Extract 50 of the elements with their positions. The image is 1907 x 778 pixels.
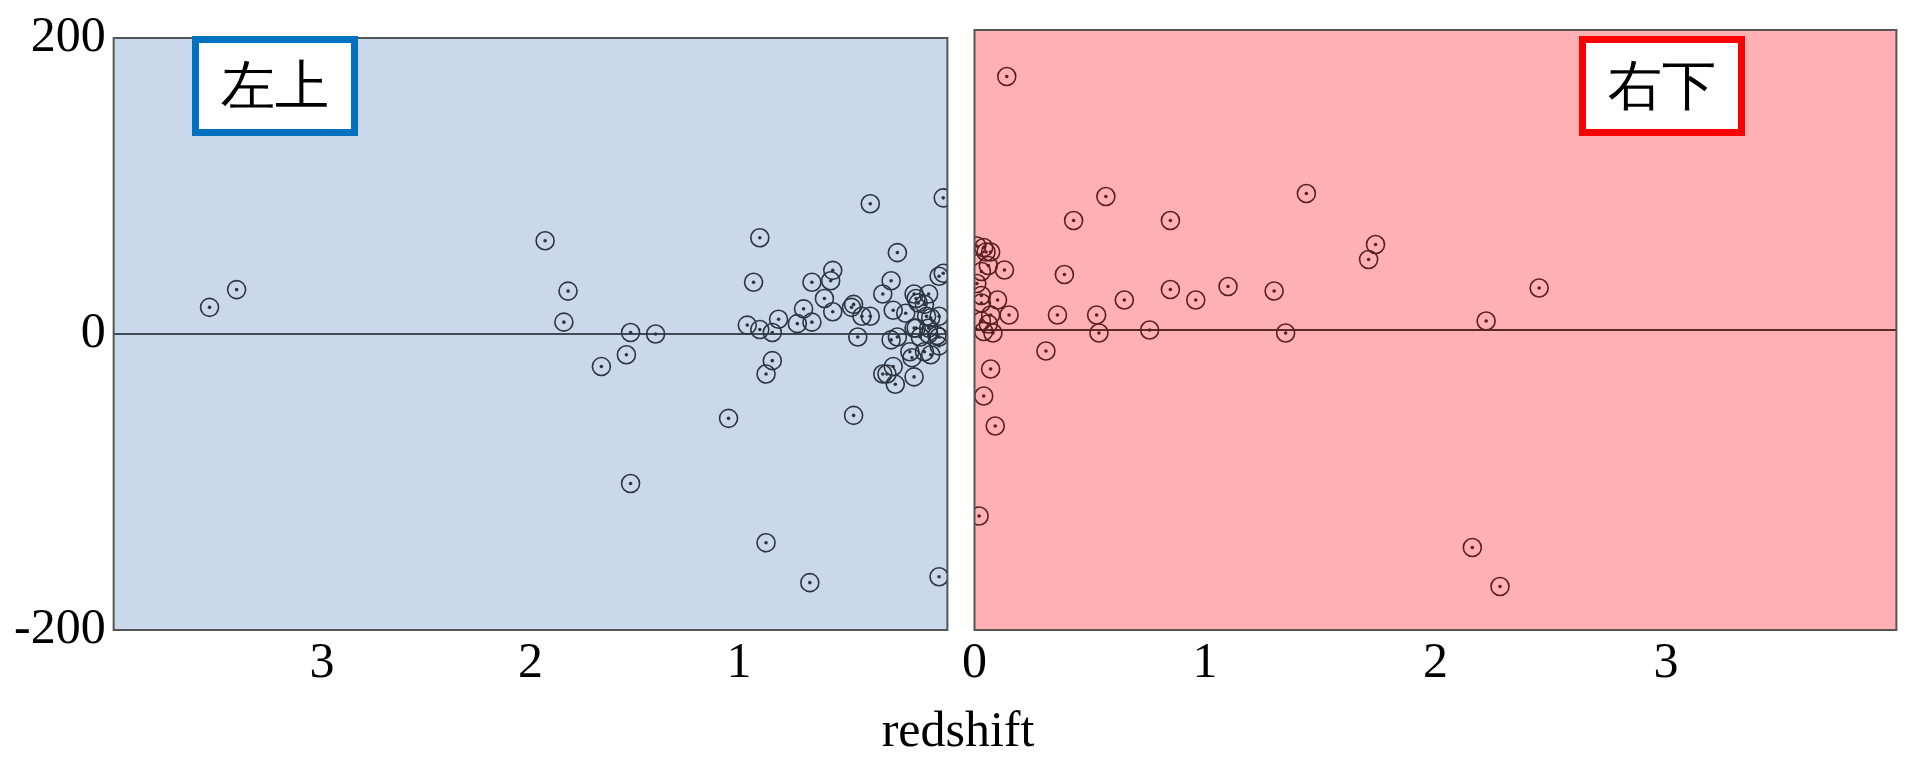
x-tick-label: 2	[1422, 632, 1448, 689]
point	[994, 260, 1015, 280]
point	[1139, 320, 1160, 340]
point	[1365, 234, 1386, 255]
point	[1264, 281, 1284, 301]
point	[974, 237, 994, 258]
point	[1047, 305, 1068, 325]
annotation: 左上	[192, 36, 358, 137]
point	[980, 359, 1001, 379]
point	[999, 305, 1019, 325]
annotation: 右下	[1579, 36, 1745, 137]
point	[1218, 276, 1238, 297]
point	[983, 323, 1003, 343]
y-tick-label: -200	[13, 598, 106, 655]
point	[1185, 290, 1206, 310]
point	[1114, 290, 1135, 310]
point	[1529, 278, 1549, 298]
point	[1036, 341, 1056, 361]
point	[985, 416, 1006, 436]
x-tick-label: 3	[1653, 632, 1679, 689]
point	[1160, 210, 1181, 231]
point	[1054, 264, 1075, 285]
x-axis-title: redshift	[881, 700, 1035, 758]
y-tick-label: 200	[30, 6, 106, 63]
point	[1296, 183, 1317, 204]
point	[1096, 186, 1116, 207]
x-tick-label: 0	[962, 632, 987, 689]
point	[976, 242, 996, 262]
point	[1160, 279, 1181, 300]
point	[1086, 305, 1107, 325]
x-tick-label: 2	[518, 632, 544, 689]
point	[978, 255, 999, 276]
x-tick-label: 3	[309, 632, 335, 689]
point	[1490, 576, 1510, 597]
point	[1275, 323, 1296, 343]
point	[1476, 311, 1496, 331]
point	[1358, 249, 1379, 270]
x-tick-label: 1	[726, 632, 752, 689]
point	[980, 305, 1001, 325]
point	[974, 321, 994, 342]
x-tick-label: 1	[1192, 632, 1218, 689]
point	[1089, 323, 1109, 343]
point	[978, 314, 999, 334]
point	[974, 386, 994, 406]
point	[996, 66, 1017, 87]
point	[1063, 210, 1084, 231]
point	[987, 290, 1008, 310]
point	[980, 242, 1001, 262]
y-tick-label: 0	[80, 302, 106, 359]
point	[1462, 537, 1483, 558]
